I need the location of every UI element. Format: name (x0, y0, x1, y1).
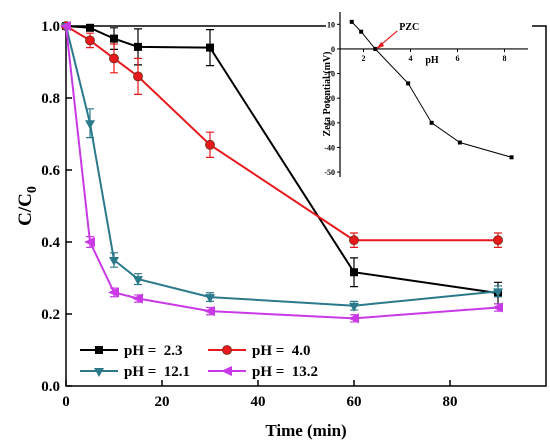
inset-y-tick-label: 0 (331, 45, 335, 54)
inset-chart: 10 0 -10 -20 -30 -40 -50 2 4 6 8 PZC (324, 12, 528, 177)
data-point (109, 53, 119, 64)
data-point (349, 302, 359, 312)
x-tick-label: 0 (62, 394, 70, 410)
legend-marker (94, 368, 104, 377)
data-point (350, 268, 358, 277)
data-point (493, 235, 503, 246)
inset-data-point (429, 120, 434, 125)
inset-y-tick-label: -50 (324, 168, 335, 177)
data-point (493, 288, 503, 298)
data-point (60, 21, 71, 31)
data-point (348, 313, 359, 324)
main-tick-group: 0 20 40 60 800.00.20.40.60.81.0 (41, 19, 457, 410)
inset-x-tick-label: 6 (456, 54, 460, 63)
legend-label: pH = 4.0 (252, 343, 311, 359)
inset-x-axis-title: pH (425, 55, 439, 66)
y-axis-title-sub: 0 (25, 186, 40, 193)
inset-y-tick-label: -20 (324, 94, 335, 103)
data-point (85, 120, 95, 130)
legend-label: pH = 13.2 (252, 364, 318, 380)
legend-marker (222, 345, 232, 355)
legend-marker (221, 366, 232, 376)
data-point (133, 276, 143, 286)
x-axis-title: Time (min) (265, 421, 346, 440)
inset-data-point (406, 81, 411, 86)
data-point (109, 257, 119, 266)
main-series-group (60, 21, 503, 324)
data-point (110, 34, 118, 43)
data-point (84, 237, 95, 247)
legend-marker (95, 346, 103, 354)
y-tick-label: 0.6 (41, 163, 60, 179)
data-point (134, 42, 142, 51)
inset-x-tick-label: 8 (503, 54, 507, 63)
y-tick-label: 0.4 (41, 235, 60, 251)
y-axis-title-main: C/C (15, 193, 36, 226)
inset-y-tick-label: 10 (327, 20, 335, 29)
data-point (85, 35, 95, 46)
inset-data-point (359, 29, 364, 34)
y-tick-label: 1.0 (41, 19, 60, 35)
data-point (108, 287, 119, 298)
inset-x-tick-label: 4 (409, 54, 413, 63)
inset-data-point (349, 19, 354, 24)
data-point (86, 23, 94, 32)
data-point (204, 306, 215, 317)
x-tick-label: 40 (251, 394, 266, 410)
x-tick-label: 80 (443, 394, 458, 410)
data-point (492, 302, 503, 313)
inset-y-tick-label: -30 (324, 119, 335, 128)
inset-x-tick-label: 2 (362, 54, 366, 63)
legend-label: pH = 2.3 (124, 343, 183, 359)
inset-data-point (457, 140, 462, 145)
y-tick-label: 0.8 (41, 91, 60, 107)
inset-background (326, 10, 532, 178)
y-tick-label: 0.2 (41, 307, 60, 323)
pzc-arrow-head (376, 41, 385, 49)
x-tick-label: 20 (155, 394, 170, 410)
inset-y-axis-title: Zeta Potential (mV) (322, 52, 333, 137)
inset-data-point (373, 46, 378, 51)
inset-y-tick-label: -10 (324, 70, 335, 79)
data-point (205, 139, 215, 150)
plot-frame (65, 25, 547, 387)
inset-y-tick-label: -40 (324, 143, 335, 152)
data-point (132, 293, 143, 304)
y-tick-label: 0.0 (41, 379, 60, 395)
inset-data-point (509, 155, 514, 160)
legend-label: pH = 12.1 (124, 364, 190, 380)
data-point (349, 235, 359, 246)
x-tick-label: 60 (347, 394, 362, 410)
legend: pH = 2.3 pH = 4.0 pH = 12.1 pH = 13.2 (80, 343, 318, 380)
data-point (133, 71, 143, 82)
data-point (206, 43, 214, 52)
pzc-label: PZC (399, 22, 419, 33)
data-point (205, 294, 215, 304)
y-axis-title: C/C0 (15, 186, 40, 226)
